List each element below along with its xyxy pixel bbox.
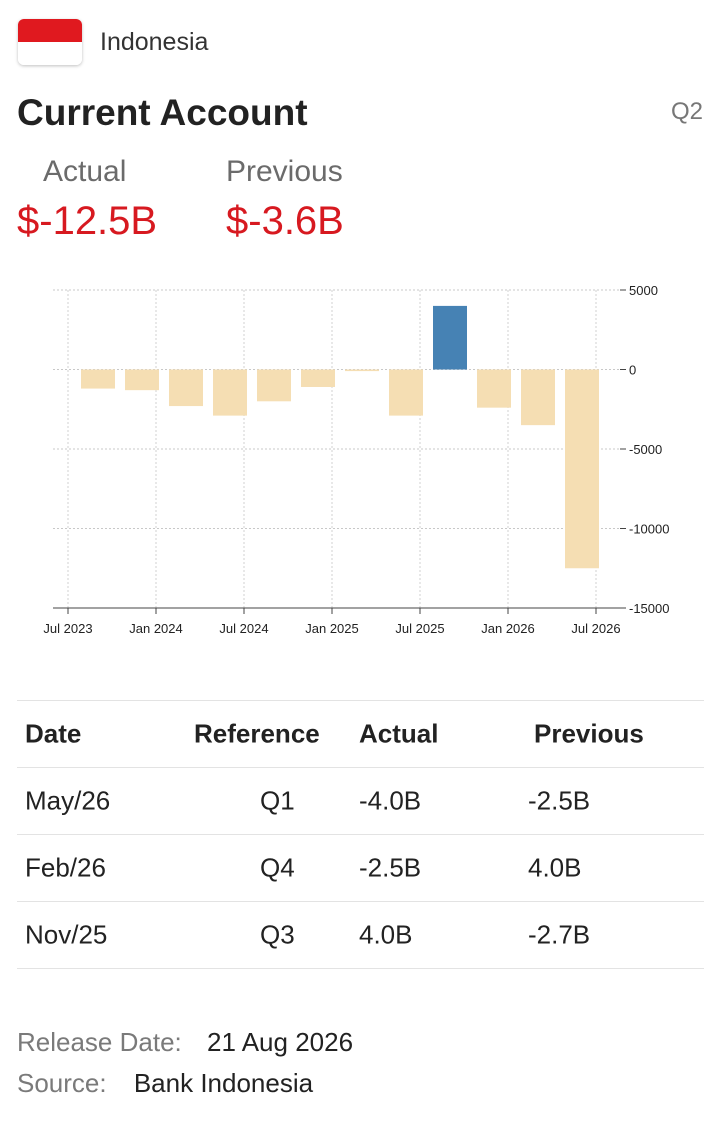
chart-bar <box>565 369 599 569</box>
release-date: Release Date: 21 Aug 2026 <box>17 1027 353 1058</box>
chart-bar <box>169 369 203 407</box>
row-reference: Q4 <box>260 852 295 883</box>
table-row[interactable]: May/26 Q1 -4.0B -2.5B <box>17 767 704 834</box>
release-date-label: Release Date: <box>17 1027 182 1057</box>
actual-value: $-12.5B <box>17 199 158 243</box>
release-date-value: 21 Aug 2026 <box>207 1027 354 1057</box>
table-header-row: Date Reference Actual Previous <box>17 700 704 767</box>
chart-bar <box>125 369 159 391</box>
header-date: Date <box>25 718 82 749</box>
y-tick-label: 0 <box>629 363 636 378</box>
row-reference: Q3 <box>260 919 295 950</box>
source-value[interactable]: Bank Indonesia <box>133 1068 314 1098</box>
actual-label: Actual <box>43 155 127 188</box>
row-previous: -2.7B <box>528 919 591 950</box>
y-tick-label: 5000 <box>629 283 658 298</box>
chart-bar <box>213 369 247 416</box>
x-tick-label: Jan 2026 <box>481 621 535 636</box>
chart-bar <box>389 369 423 416</box>
header-reference: Reference <box>194 718 320 749</box>
chart-bar <box>433 305 467 370</box>
flag-white-stripe <box>18 42 82 65</box>
flag-red-stripe <box>18 19 82 42</box>
row-previous: 4.0B <box>528 852 582 883</box>
source: Source: Bank Indonesia <box>17 1068 313 1099</box>
header-actual: Actual <box>359 718 439 749</box>
x-tick-label: Jul 2026 <box>571 621 620 636</box>
previous-value: $-3.6B <box>226 199 344 243</box>
row-actual: -2.5B <box>359 852 422 883</box>
actual-summary: Actual $-12.5B <box>17 155 157 244</box>
country-name: Indonesia <box>100 27 209 56</box>
row-date: Feb/26 <box>25 852 106 883</box>
header: Indonesia <box>18 18 208 66</box>
row-date: Nov/25 <box>25 919 108 950</box>
header-previous: Previous <box>534 718 644 749</box>
y-tick-label: -15000 <box>629 601 669 616</box>
previous-label: Previous <box>226 155 343 188</box>
previous-summary: Previous $-3.6B <box>226 155 344 244</box>
chart-bar <box>477 369 511 408</box>
x-tick-label: Jul 2023 <box>43 621 92 636</box>
row-reference: Q1 <box>260 785 295 816</box>
page-title: Current Account <box>17 92 308 133</box>
row-actual: 4.0B <box>359 919 413 950</box>
x-tick-label: Jul 2025 <box>395 621 444 636</box>
y-tick-label: -5000 <box>629 442 662 457</box>
table-row[interactable]: Feb/26 Q4 -2.5B 4.0B <box>17 834 704 901</box>
x-tick-label: Jan 2025 <box>305 621 359 636</box>
chart-bar <box>81 369 115 389</box>
chart-bar <box>257 369 291 402</box>
row-previous: -2.5B <box>528 785 591 816</box>
row-date: May/26 <box>25 785 111 816</box>
history-table: Date Reference Actual Previous May/26 Q1… <box>17 700 704 969</box>
current-account-chart[interactable]: 5000 0 -5000 -10000 -15000 Jul 2023 Jan 2024 Ju… <box>0 270 720 650</box>
chart-bar <box>345 369 379 372</box>
x-tick-label: Jan 2024 <box>129 621 183 636</box>
chart-bar <box>301 369 335 387</box>
chart-bar <box>521 369 555 426</box>
table-row[interactable]: Nov/25 Q3 4.0B -2.7B <box>17 901 704 969</box>
source-label: Source: <box>17 1068 107 1098</box>
x-tick-label: Jul 2024 <box>219 621 268 636</box>
reference-period: Q2 <box>670 98 703 125</box>
indonesia-flag-icon <box>18 19 82 65</box>
row-actual: -4.0B <box>359 785 422 816</box>
y-tick-label: -10000 <box>629 522 669 537</box>
